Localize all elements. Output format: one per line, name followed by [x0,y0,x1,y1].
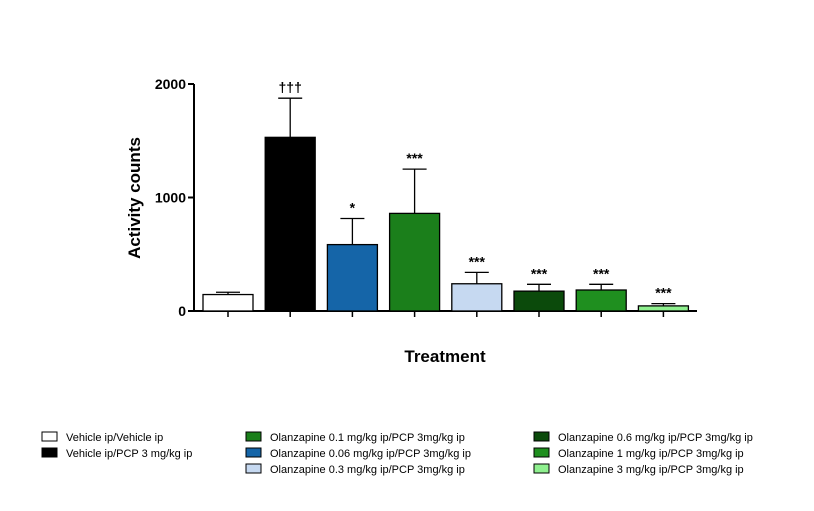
legend-label: Olanzapine 3 mg/kg ip/PCP 3mg/kg ip [558,464,744,476]
y-tick-label: 0 [178,303,186,319]
legend: Vehicle ip/Vehicle ip Vehicle ip/PCP 3 mg… [41,431,753,476]
legend-label: Olanzapine 0.3 mg/kg ip/PCP 3mg/kg ip [270,464,465,476]
legend-label: Vehicle ip/Vehicle ip [66,432,163,444]
significance-label: ††† [279,79,302,95]
legend-swatch [533,447,550,458]
legend-swatch [41,447,58,458]
bar [388,212,441,312]
bar [637,305,690,312]
bar [513,290,565,312]
y-tick-label: 1000 [155,190,186,206]
significance-label: * [350,199,356,215]
legend-label: Olanzapine 0.1 mg/kg ip/PCP 3mg/kg ip [270,432,465,444]
legend-swatch [245,431,262,442]
significance-label: *** [531,265,548,281]
legend-label: Olanzapine 1 mg/kg ip/PCP 3mg/kg ip [558,448,744,460]
legend-swatch [41,431,58,442]
legend-label: Vehicle ip/PCP 3 mg/kg ip [66,448,192,460]
significance-label: *** [655,285,672,301]
x-axis-title: Treatment [404,347,486,366]
bar [575,289,627,312]
significance-label: *** [593,265,610,281]
legend-swatch [533,463,550,474]
bar [451,283,503,312]
legend-swatch [245,463,262,474]
legend-swatch [533,431,550,442]
bar [264,136,316,312]
legend-label: Olanzapine 0.06 mg/kg ip/PCP 3mg/kg ip [270,448,471,460]
bar [202,293,254,312]
legend-swatch [245,447,262,458]
legend-label: Olanzapine 0.6 mg/kg ip/PCP 3mg/kg ip [558,432,753,444]
y-tick-label: 2000 [155,76,186,92]
significance-label: *** [406,150,423,166]
significance-label: *** [469,253,486,269]
bar [326,243,379,312]
y-axis-title: Activity counts [125,137,144,259]
